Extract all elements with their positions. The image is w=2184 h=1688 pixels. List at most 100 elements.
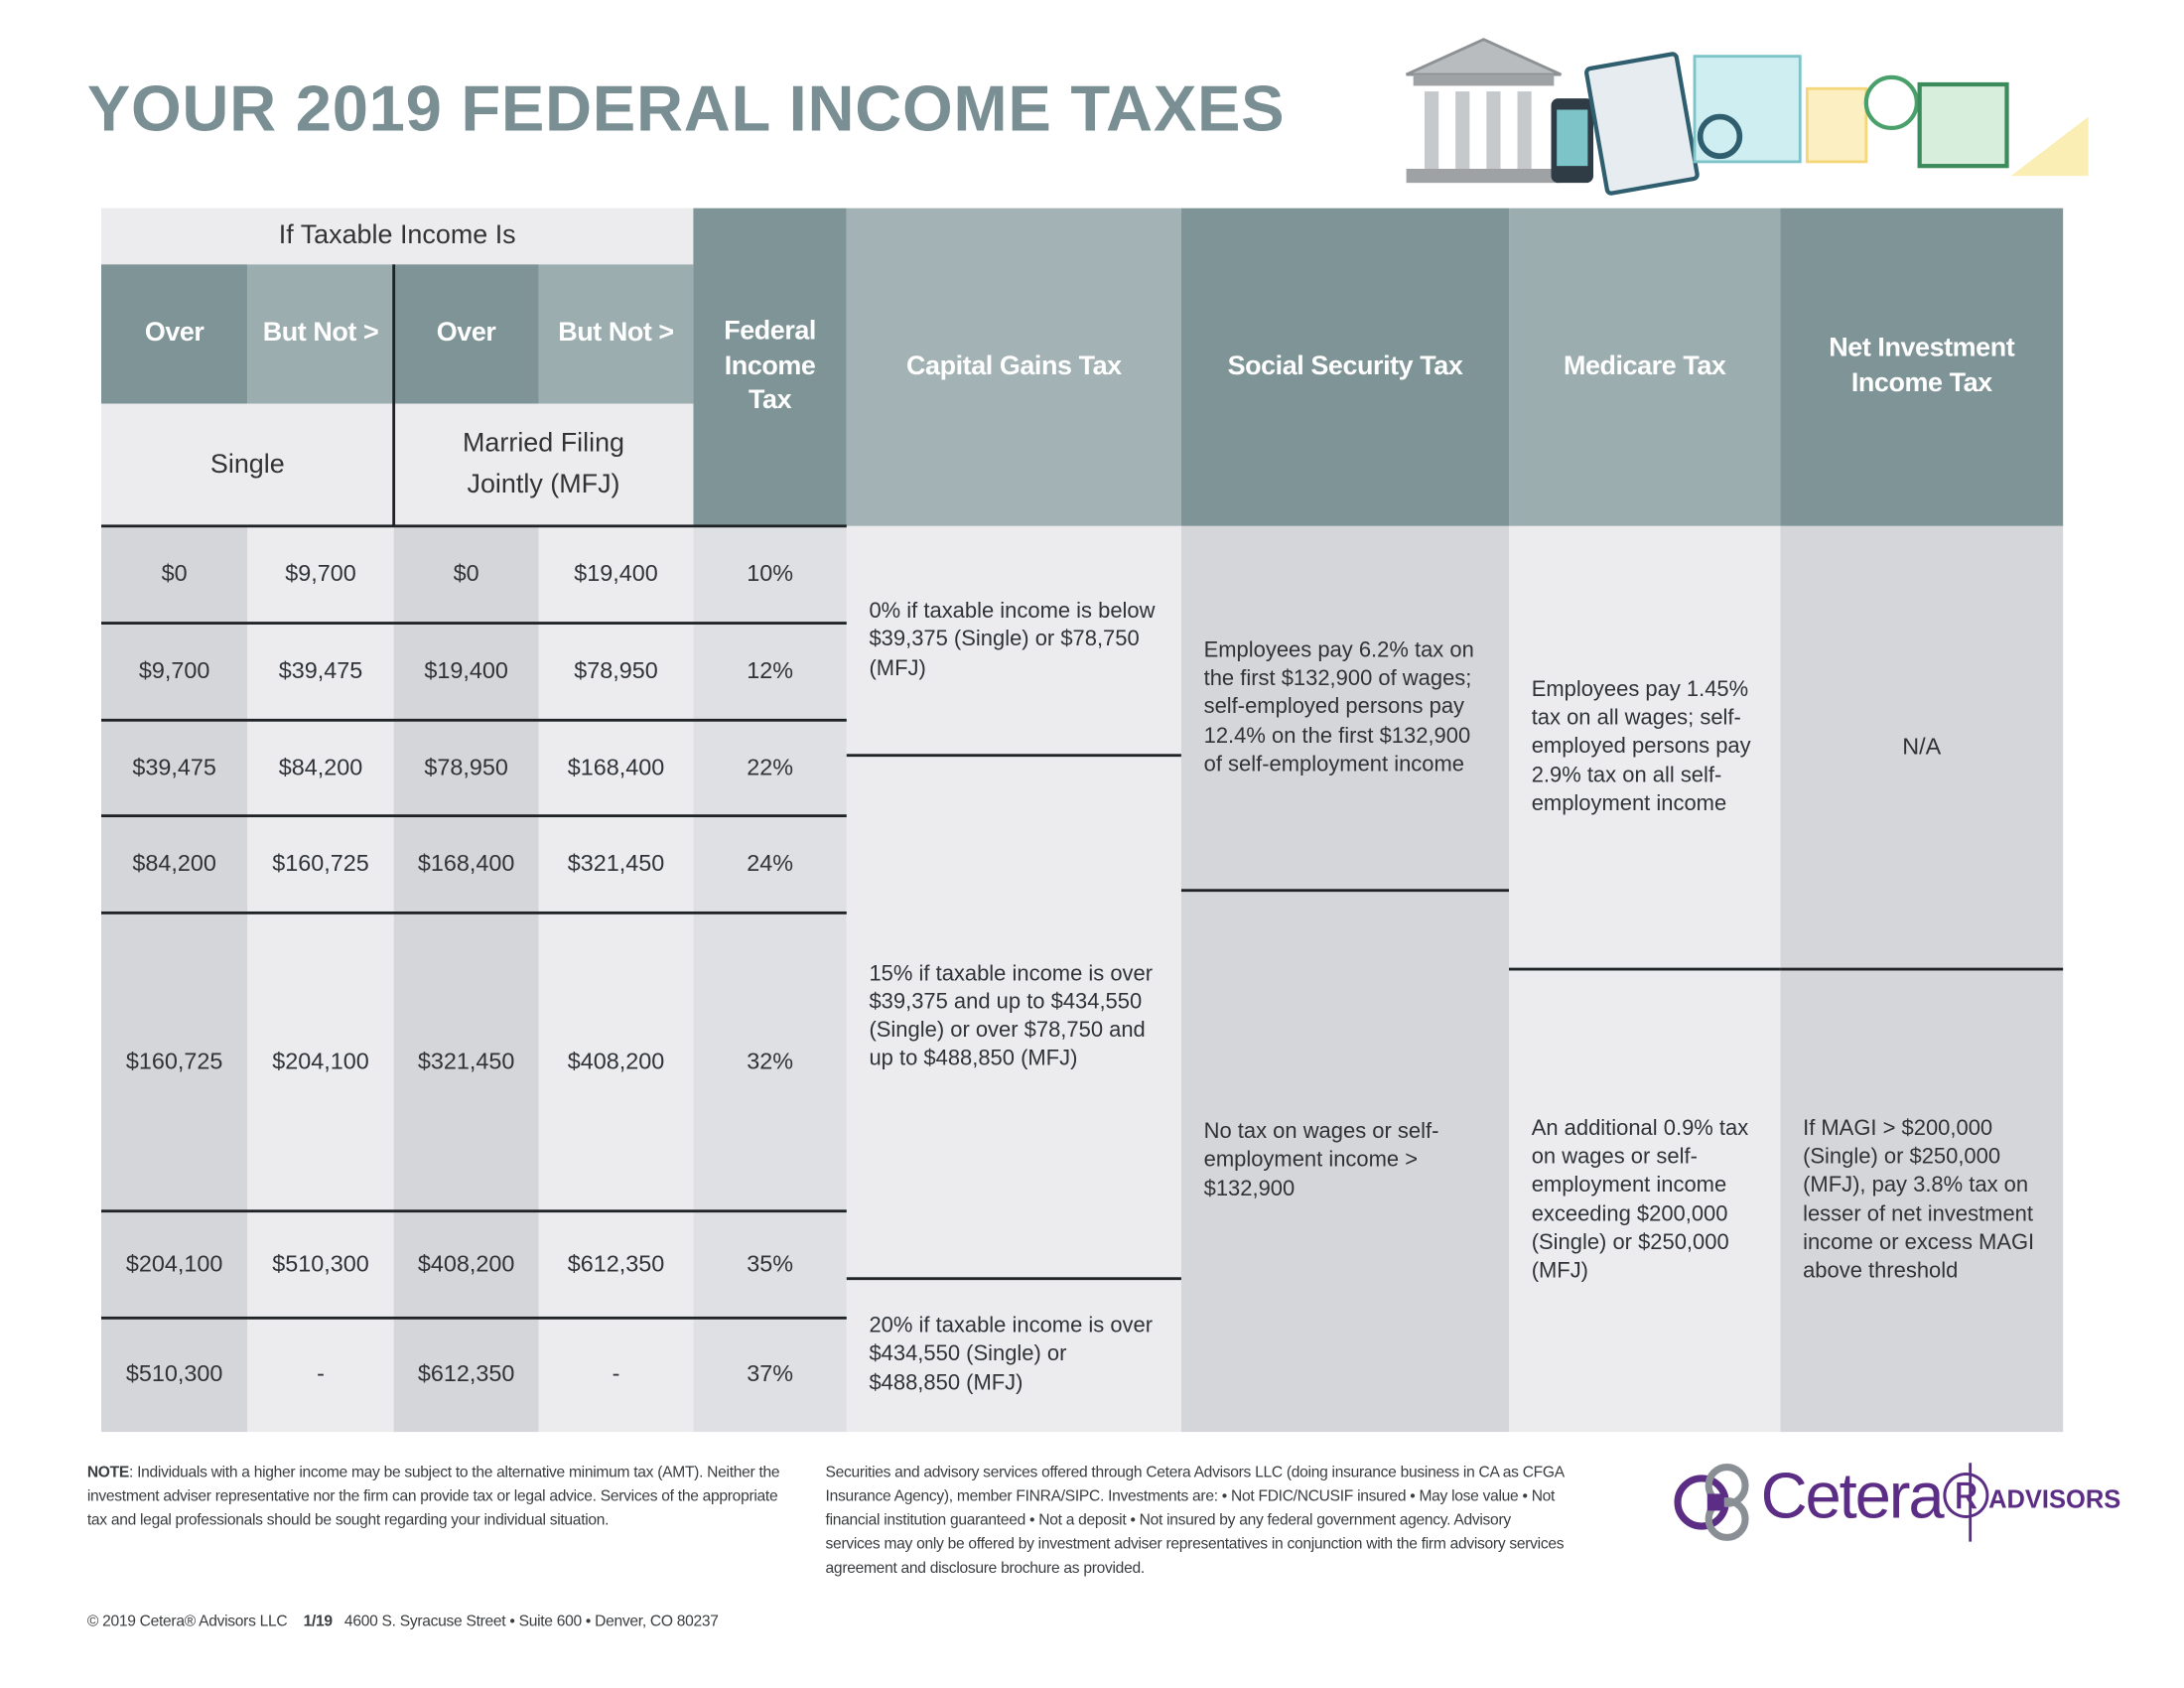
capital-gains-cell: 20% if taxable income is over $434,550 (… — [846, 1278, 1181, 1433]
abacus-icon — [1805, 86, 1868, 164]
table-cell-text: 10% — [747, 561, 793, 587]
medicare-cell: An additional 0.9% tax on wages or self-… — [1509, 969, 1781, 1433]
clipboard-icon — [1584, 52, 1700, 196]
row-divider — [1509, 967, 1781, 971]
table-cell: $160,725 — [247, 815, 394, 914]
table-cell: - — [538, 1318, 694, 1433]
header-illustration — [1406, 38, 2089, 196]
table-cell-text: $168,400 — [567, 755, 665, 780]
capital-gains-cell: 0% if taxable income is below $39,375 (S… — [846, 525, 1181, 756]
logo-divider — [1969, 1463, 1973, 1542]
note: NOTE: Individuals with a higher income m… — [87, 1462, 790, 1533]
table-cell-text: $321,450 — [567, 851, 665, 877]
capital-gains-cell-text: 20% if taxable income is over $434,550 (… — [869, 1314, 1154, 1395]
table-cell: $39,475 — [100, 720, 248, 816]
column-header-text: Social Security Tax — [1227, 351, 1463, 381]
table-cell: $0 — [393, 525, 539, 624]
table-cell: 22% — [693, 720, 847, 816]
table-cell: $612,350 — [538, 1210, 694, 1319]
table-cell: $19,400 — [393, 623, 539, 721]
table-cell: $78,950 — [538, 623, 694, 721]
table-cell-text: $408,200 — [417, 1251, 515, 1277]
filing-status: Married Filing Jointly (MFJ) — [393, 403, 694, 526]
medicare-cell-text: An additional 0.9% tax on wages or self-… — [1531, 1116, 1749, 1283]
date: 1/19 — [303, 1613, 333, 1630]
table-cell-text: $84,200 — [278, 755, 363, 780]
table-cell: $19,400 — [538, 525, 694, 624]
table-cell: $84,200 — [100, 815, 248, 914]
net-investment-cell-text: N/A — [1902, 734, 1942, 760]
row-divider — [846, 754, 1181, 758]
table-cell: 37% — [693, 1318, 847, 1433]
table-cell-text: $0 — [161, 561, 188, 587]
filing-status-text: Single — [209, 449, 285, 480]
column-header: Social Security Tax — [1180, 208, 1510, 526]
column-header-text: Federal Income Tax — [724, 316, 816, 416]
table-cell: 12% — [693, 623, 847, 721]
medicare-cell-text: Employees pay 1.45% tax on all wages; se… — [1531, 678, 1751, 816]
table-cell: $168,400 — [538, 720, 694, 816]
row-divider — [100, 622, 847, 625]
table-cell: $612,350 — [393, 1318, 539, 1433]
column-header-text: Net Investment Income Tax — [1829, 334, 2015, 398]
table-cell: 35% — [693, 1210, 847, 1319]
column-header: Over — [393, 264, 539, 404]
row-divider — [1180, 889, 1510, 893]
table-cell-text: $39,475 — [278, 657, 363, 684]
column-header: Medicare Tax — [1509, 208, 1781, 526]
table-cell-text: $168,400 — [417, 851, 515, 877]
table-cell: $78,950 — [393, 720, 539, 816]
row-divider — [100, 524, 847, 528]
medicare-cell: Employees pay 1.45% tax on all wages; se… — [1509, 525, 1781, 970]
table-cell-text: $78,950 — [574, 657, 658, 684]
table-cell: $204,100 — [247, 913, 394, 1211]
row-divider — [100, 814, 847, 818]
social-security-cell-text: No tax on wages or self-employment incom… — [1203, 1120, 1439, 1201]
table-cell: $9,700 — [247, 525, 394, 624]
column-header: But Not > — [247, 264, 394, 404]
table-cell: $408,200 — [393, 1210, 539, 1319]
disclosure: Securities and advisory services offered… — [825, 1464, 1565, 1578]
column-header-text: Medicare Tax — [1563, 351, 1726, 381]
table-cell: - — [247, 1318, 394, 1433]
column-header-text: Over — [144, 318, 205, 349]
table-cell-text: 22% — [747, 755, 793, 780]
table-cell: $321,450 — [538, 815, 694, 914]
copyright-line: © 2019 Cetera® Advisors LLC 1/19 4600 S.… — [87, 1611, 719, 1634]
clock-icon — [1863, 74, 1919, 131]
table-cell-text: $9,700 — [138, 657, 210, 684]
row-divider — [1780, 967, 2064, 971]
chart-icon — [2010, 116, 2089, 177]
social-security-cell: No tax on wages or self-employment incom… — [1180, 890, 1510, 1433]
table-cell-text: - — [317, 1361, 325, 1387]
table-cell-text: $160,725 — [125, 1049, 223, 1074]
table-cell-text: $510,300 — [272, 1251, 369, 1277]
page-title: YOUR 2019 FEDERAL INCOME TAXES — [86, 71, 1286, 145]
row-divider — [100, 911, 847, 914]
news-icon — [1693, 55, 1802, 164]
table-cell: $321,450 — [393, 913, 539, 1211]
column-header-text: Over — [436, 318, 496, 349]
table-cell: $510,300 — [247, 1210, 394, 1319]
table-cell-text: $9,700 — [285, 561, 356, 587]
table-cell-text: $510,300 — [125, 1361, 223, 1387]
bank-icon — [1406, 38, 1563, 184]
table-cell: $168,400 — [393, 815, 539, 914]
table-cell-text: $19,400 — [424, 657, 508, 684]
table-cell: $39,475 — [247, 623, 394, 721]
column-header: Over — [100, 264, 248, 404]
phone-screen — [1557, 109, 1588, 167]
table-cell-text: $612,350 — [567, 1251, 665, 1277]
column-header: Federal Income Tax — [693, 208, 847, 526]
net-investment-cell-text: If MAGI > $200,000 (Single) or $250,000 … — [1803, 1116, 2035, 1283]
copyright: © 2019 Cetera® Advisors LLC — [86, 1613, 288, 1630]
social-security-cell: Employees pay 6.2% tax on the first $132… — [1180, 525, 1510, 891]
capital-gains-cell-text: 0% if taxable income is below $39,375 (S… — [869, 599, 1156, 681]
column-header-text: Capital Gains Tax — [906, 351, 1122, 381]
net-investment-cell: N/A — [1780, 525, 2064, 970]
logo-mark — [1674, 1463, 1749, 1541]
table-cell-text: $408,200 — [567, 1049, 665, 1074]
column-header-text: But Not > — [558, 318, 674, 349]
